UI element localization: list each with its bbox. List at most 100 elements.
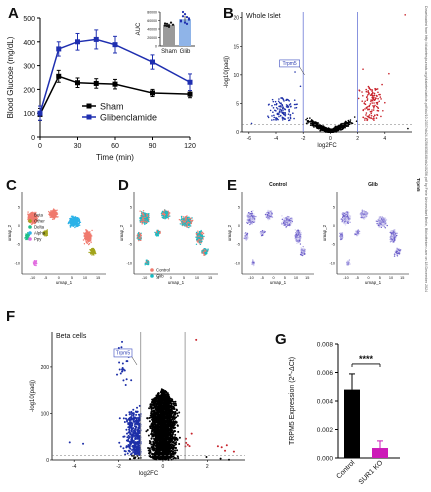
b-gene-point <box>287 113 290 115</box>
b-gene-point <box>339 129 342 131</box>
b-gene-point <box>353 116 356 118</box>
d-cell-point <box>198 235 200 237</box>
d-cell-point <box>196 237 198 239</box>
inset-point <box>183 13 187 16</box>
b-gene-point <box>330 128 333 130</box>
c-cell-point <box>52 215 54 218</box>
d-cell-point <box>187 221 189 224</box>
d-cell-point <box>198 237 200 239</box>
d-cell-point <box>180 219 182 221</box>
inset-point <box>185 22 189 25</box>
d-cell-point <box>198 232 200 235</box>
b-gene-point <box>377 97 379 100</box>
d-cell-point <box>203 249 206 251</box>
inset-bar <box>179 19 191 46</box>
b-gene-point <box>285 98 288 101</box>
c-cell-point <box>70 220 72 222</box>
a-x-tick-label: 30 <box>74 143 82 150</box>
d-cell-point <box>144 215 146 217</box>
inset-point <box>163 24 167 27</box>
b-gene-point <box>313 126 315 128</box>
d-cell-point <box>195 239 198 241</box>
b-gene-point <box>407 127 409 130</box>
a-y-tick-label: 500 <box>23 16 35 23</box>
c-y-label: umap_2 <box>7 224 12 241</box>
b-gene-point <box>373 96 375 99</box>
b-gene-point <box>375 88 378 91</box>
c-legend-label: Beta <box>34 213 43 218</box>
b-gene-point <box>287 119 290 122</box>
d-cell-point <box>182 219 185 221</box>
b-gene-point <box>284 113 287 115</box>
b-gene-point <box>272 107 275 109</box>
b-x-label: log2FC <box>317 143 337 149</box>
d-cell-point <box>207 249 209 251</box>
b-gene-point <box>334 127 337 129</box>
c-cell-point <box>93 250 95 253</box>
b-gene-point <box>370 117 372 120</box>
b-gene-point <box>299 85 302 88</box>
b-gene-point <box>272 111 274 113</box>
d-cell-point <box>195 231 198 234</box>
b-gene-point <box>347 120 350 122</box>
b-gene-point <box>371 96 374 98</box>
a-data-point <box>56 73 62 79</box>
d-cell-point <box>181 221 183 223</box>
b-gene-point <box>368 105 370 108</box>
c-cell-point <box>26 232 29 234</box>
c-cell-point <box>88 237 91 239</box>
b-gene-point <box>280 102 282 105</box>
c-cell-point <box>91 229 93 232</box>
c-cell-point <box>85 233 88 235</box>
d-cell-point <box>139 210 141 212</box>
inset-point <box>181 15 185 18</box>
inset-point <box>169 21 173 24</box>
d-cell-point <box>144 212 146 215</box>
c-cell-point <box>76 220 78 223</box>
b-gene-point <box>342 125 344 127</box>
b-gene-point <box>341 122 343 125</box>
c-cell-point <box>90 252 92 255</box>
c-cell-point <box>83 233 86 235</box>
c-cell-point <box>51 218 54 220</box>
c-cell-point <box>71 216 73 219</box>
d-cell-point <box>190 217 192 219</box>
b-y-tick-label: 20 <box>233 16 239 22</box>
b-gene-point <box>364 100 366 103</box>
b-gene-point <box>306 119 309 122</box>
b-gene-point <box>267 116 270 119</box>
b-gene-point <box>377 110 380 112</box>
d-cell-point <box>161 211 163 214</box>
b-y-label: -log10(padj) <box>224 56 230 88</box>
inset-point <box>167 24 171 27</box>
d-cell-point <box>200 240 203 243</box>
inset-category-label: Glib <box>180 49 191 55</box>
d-cell-point <box>137 232 139 235</box>
b-gene-point <box>361 100 364 102</box>
d-cell-point <box>184 220 187 223</box>
c-cell-point <box>42 234 45 236</box>
d-cell-point <box>199 241 201 244</box>
b-gene-point <box>372 107 375 109</box>
d-cell-point <box>186 222 188 225</box>
b-gene-point <box>315 125 318 128</box>
b-gene-point <box>339 124 342 127</box>
a-legend-marker <box>86 103 92 109</box>
b-gene-point <box>276 113 279 116</box>
panel-d-umap-condition: -10 -5 0 5 10 15-10-505umap_1umap_2ControlGli… <box>119 192 218 285</box>
b-gene-point <box>384 101 386 104</box>
c-cell-point <box>33 220 36 223</box>
a-legend-label: Glibenclamide <box>100 113 157 123</box>
b-x-tick-label: 4 <box>383 136 386 142</box>
d-cell-point <box>183 217 186 219</box>
b-gene-point <box>282 97 284 100</box>
b-y-tick-label: 10 <box>233 73 239 79</box>
b-gene-point <box>372 109 375 111</box>
c-cell-point <box>49 213 51 215</box>
b-gene-point <box>339 127 342 130</box>
inset-y-label: AUC <box>136 22 142 35</box>
d-cell-point <box>145 222 147 225</box>
d-cell-point <box>142 216 144 219</box>
d-cell-point <box>179 223 182 225</box>
d-cell-point <box>195 236 197 238</box>
